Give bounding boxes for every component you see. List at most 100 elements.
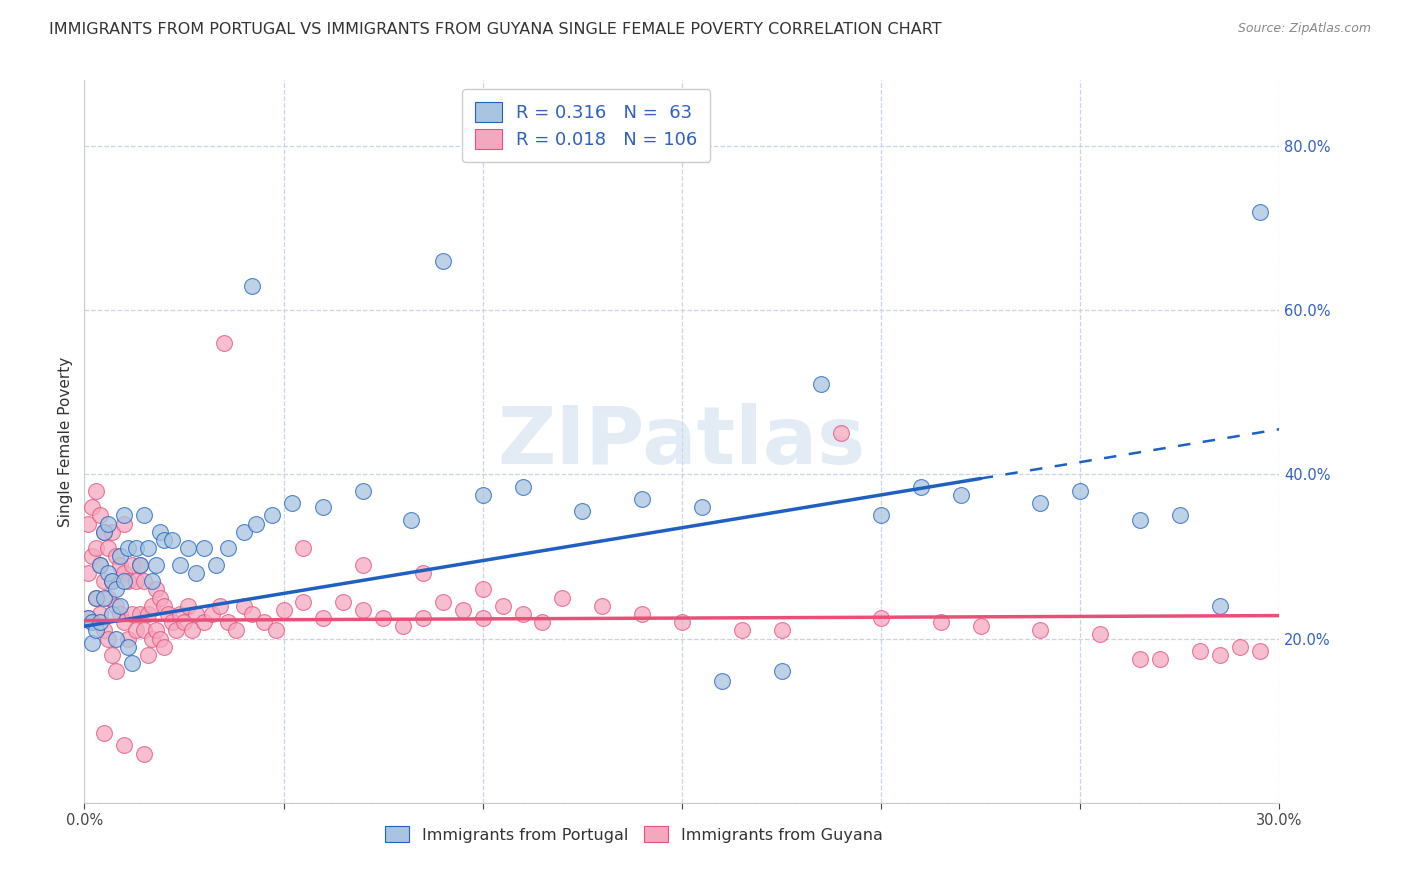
Point — [132, 574, 156, 588]
Point — [93, 624, 115, 638]
Point — [145, 624, 167, 638]
Point — [112, 739, 135, 753]
Point — [86, 591, 108, 605]
Point — [117, 632, 139, 646]
Point — [105, 549, 128, 564]
Point — [121, 607, 143, 621]
Point — [280, 496, 302, 510]
Point — [82, 615, 104, 630]
Point — [132, 624, 156, 638]
Point — [117, 574, 139, 588]
Point — [551, 591, 574, 605]
Point — [110, 607, 132, 621]
Point — [412, 566, 434, 580]
Point — [177, 599, 200, 613]
Point — [117, 640, 139, 654]
Point — [97, 632, 120, 646]
Point — [112, 615, 135, 630]
Point — [101, 607, 124, 621]
Point — [82, 615, 104, 630]
Point — [184, 607, 207, 621]
Point — [471, 611, 494, 625]
Point — [245, 516, 267, 531]
Point — [292, 541, 315, 556]
Point — [571, 504, 593, 518]
Text: Source: ZipAtlas.com: Source: ZipAtlas.com — [1237, 22, 1371, 36]
Point — [169, 607, 191, 621]
Point — [149, 591, 172, 605]
Point — [105, 665, 128, 679]
Point — [1188, 644, 1211, 658]
Point — [132, 508, 156, 523]
Point — [870, 508, 893, 523]
Point — [193, 615, 215, 630]
Point — [731, 624, 754, 638]
Point — [225, 624, 247, 638]
Text: ZIPatlas: ZIPatlas — [498, 402, 866, 481]
Point — [591, 599, 613, 613]
Point — [77, 611, 100, 625]
Point — [312, 611, 335, 625]
Point — [125, 624, 148, 638]
Point — [1149, 652, 1171, 666]
Point — [392, 619, 415, 633]
Point — [217, 615, 239, 630]
Legend: Immigrants from Portugal, Immigrants from Guyana: Immigrants from Portugal, Immigrants fro… — [378, 820, 890, 849]
Point — [153, 640, 176, 654]
Point — [1209, 648, 1232, 662]
Point — [121, 558, 143, 572]
Point — [710, 674, 733, 689]
Point — [160, 615, 183, 630]
Point — [671, 615, 693, 630]
Point — [184, 566, 207, 580]
Point — [770, 624, 793, 638]
Point — [208, 599, 231, 613]
Point — [260, 508, 283, 523]
Point — [93, 591, 115, 605]
Point — [89, 615, 111, 630]
Point — [82, 549, 104, 564]
Point — [112, 516, 135, 531]
Point — [110, 558, 132, 572]
Point — [86, 483, 108, 498]
Point — [312, 500, 335, 515]
Point — [141, 632, 163, 646]
Point — [970, 619, 993, 633]
Point — [93, 574, 115, 588]
Point — [1069, 483, 1091, 498]
Point — [631, 491, 654, 506]
Point — [105, 582, 128, 597]
Y-axis label: Single Female Poverty: Single Female Poverty — [58, 357, 73, 526]
Point — [101, 574, 124, 588]
Point — [129, 558, 152, 572]
Point — [910, 480, 932, 494]
Point — [82, 500, 104, 515]
Point — [82, 636, 104, 650]
Point — [232, 599, 254, 613]
Point — [93, 524, 115, 539]
Point — [830, 426, 852, 441]
Text: IMMIGRANTS FROM PORTUGAL VS IMMIGRANTS FROM GUYANA SINGLE FEMALE POVERTY CORRELA: IMMIGRANTS FROM PORTUGAL VS IMMIGRANTS F… — [49, 22, 942, 37]
Point — [870, 611, 893, 625]
Point — [101, 648, 124, 662]
Point — [149, 524, 172, 539]
Point — [471, 488, 494, 502]
Point — [240, 607, 263, 621]
Point — [125, 574, 148, 588]
Point — [129, 607, 152, 621]
Point — [97, 541, 120, 556]
Point — [101, 574, 124, 588]
Point — [399, 512, 422, 526]
Point — [631, 607, 654, 621]
Point — [810, 377, 832, 392]
Point — [273, 603, 295, 617]
Point — [89, 607, 111, 621]
Point — [121, 657, 143, 671]
Point — [232, 524, 254, 539]
Point — [193, 541, 215, 556]
Point — [531, 615, 554, 630]
Point — [929, 615, 952, 630]
Point — [451, 603, 474, 617]
Point — [89, 508, 111, 523]
Point — [1249, 204, 1271, 219]
